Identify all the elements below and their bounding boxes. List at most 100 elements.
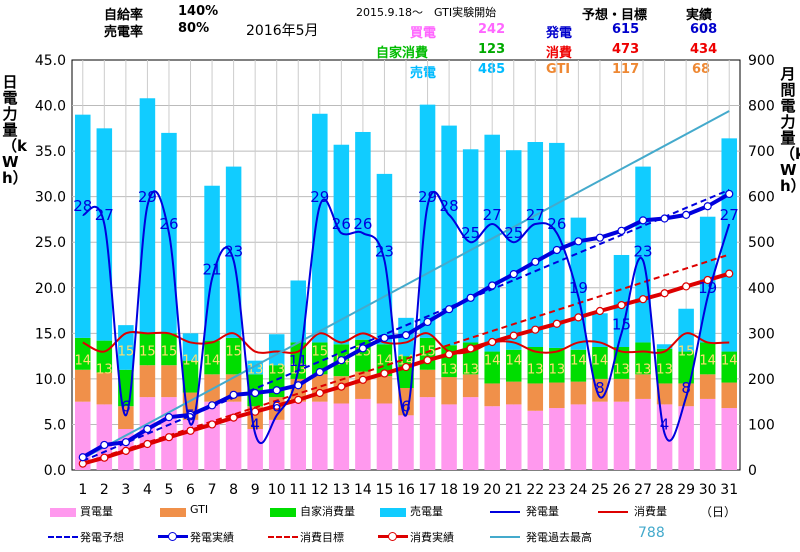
gen-data-label: 27 — [95, 206, 114, 224]
bar-buy — [290, 401, 307, 470]
bar-buy — [247, 429, 263, 470]
bar-self — [312, 342, 328, 375]
month-title: 2016年5月 — [246, 23, 319, 39]
marker-cons-actual — [488, 337, 497, 347]
bar-self — [204, 340, 220, 375]
bar-gti — [75, 369, 91, 402]
bar-buy — [333, 403, 350, 470]
bar-gti — [484, 383, 500, 407]
bar-sell — [527, 142, 544, 347]
cons-data-label: 14 — [592, 353, 609, 368]
cons-data-label: 14 — [182, 353, 199, 368]
marker-gen-actual — [509, 270, 518, 279]
bar-gti — [419, 369, 436, 398]
bar-sell — [549, 142, 565, 348]
bar-self — [613, 347, 630, 379]
x-tick-label: 4 — [143, 482, 152, 498]
bar-buy — [592, 401, 608, 470]
actual-column-header: 実績 — [686, 8, 713, 23]
x-tick-label: 10 — [268, 482, 286, 498]
buy-total-label: 買電 — [410, 26, 437, 41]
legend-gen: 発電量 — [526, 505, 559, 518]
gen-data-label: 6 — [401, 397, 411, 415]
bar-buy — [505, 404, 522, 470]
x-tick-label: 24 — [569, 482, 587, 498]
cons-data-label: 15 — [139, 344, 156, 359]
sell-total-value: 485 — [478, 62, 506, 77]
x-tick-label: 9 — [251, 482, 260, 498]
bar-sell — [75, 114, 91, 338]
bar-self — [182, 360, 199, 393]
gen-data-label: 25 — [461, 224, 480, 242]
legend-gen-actual: 発電実績 — [190, 531, 234, 544]
marker-gen-actual — [488, 281, 497, 290]
marker-cons-actual — [531, 325, 540, 334]
marker-gen-actual — [725, 189, 734, 199]
self-total-label: 自家消費 — [376, 46, 429, 61]
y2-tick-label: 300 — [748, 326, 775, 342]
legend-self: 自家消費量 — [300, 505, 355, 518]
y-tick-label: 35.0 — [35, 144, 66, 160]
bar-self — [678, 351, 694, 384]
cons-data-label: 13 — [96, 363, 113, 378]
cons-target-value: 473 — [612, 42, 640, 57]
marker-cons-actual — [337, 382, 346, 391]
cons-data-label: 14 — [484, 353, 501, 368]
gen-data-label: 23 — [633, 242, 652, 260]
y2-tick-label: 500 — [748, 235, 775, 251]
marker-cons-actual — [315, 388, 324, 398]
x-tick-label: 2 — [100, 482, 109, 498]
gti-row-label: GTI — [546, 62, 571, 77]
bar-buy — [699, 398, 716, 470]
cons-data-label: 14 — [721, 353, 738, 368]
self-rate-value: 140% — [178, 4, 219, 19]
legend-cons-target: 消費目標 — [300, 531, 344, 544]
cons-data-label: 13 — [441, 363, 458, 378]
marker-gen-actual — [703, 202, 712, 211]
legend-swatch-gti — [160, 508, 186, 517]
gen-data-label: 29 — [310, 188, 329, 206]
right-axis-title: 月間電力量（kWh） — [780, 65, 800, 195]
marker-cons-actual — [186, 426, 195, 435]
bar-sell — [721, 138, 737, 352]
bar-gti — [549, 382, 565, 409]
line-gen-forecast — [82, 188, 730, 462]
marker-cons-actual — [229, 413, 238, 422]
marker-cons-actual — [574, 313, 583, 322]
line-generation — [81, 190, 731, 444]
marker-gen-actual — [466, 293, 475, 302]
marker-gen-actual — [315, 367, 324, 377]
legend-line-gen-record — [490, 536, 520, 538]
bar-gti — [139, 365, 156, 398]
bar-buy — [398, 415, 414, 470]
gti-forecast-value: 117 — [612, 62, 640, 77]
gen-data-label: 21 — [203, 261, 222, 279]
gen-data-label: 23 — [224, 242, 243, 260]
cons-data-label: 13 — [247, 363, 264, 378]
cons-data-label: 13 — [549, 363, 566, 378]
bar-sell — [312, 113, 328, 343]
marker-cons-actual — [682, 282, 691, 291]
bar-buy — [613, 401, 630, 470]
cons-data-label: 15 — [118, 344, 135, 359]
x-tick-label: 13 — [332, 482, 350, 498]
bar-sell — [441, 125, 457, 346]
marker-gen-actual — [143, 424, 152, 434]
marker-cons-actual — [401, 362, 411, 372]
marker-cons-actual — [380, 369, 389, 378]
marker-gen-actual — [444, 305, 454, 314]
marker-gen-actual — [251, 388, 260, 398]
y2-tick-label: 0 — [748, 463, 757, 479]
y-tick-label: 15.0 — [35, 326, 66, 342]
marker-cons-actual — [509, 331, 518, 340]
legend-sell: 売電量 — [410, 505, 443, 518]
y-tick-label: 25.0 — [35, 235, 66, 251]
bar-gti — [376, 376, 393, 404]
legend-swatch-sell — [380, 508, 406, 517]
legend-marker-gen-actual — [168, 532, 177, 541]
bar-sell — [268, 334, 285, 366]
sell-rate-value: 80% — [178, 21, 210, 36]
cons-data-label: 15 — [161, 344, 178, 359]
cons-data-label: 14 — [75, 353, 92, 368]
y2-tick-label: 900 — [748, 53, 775, 69]
